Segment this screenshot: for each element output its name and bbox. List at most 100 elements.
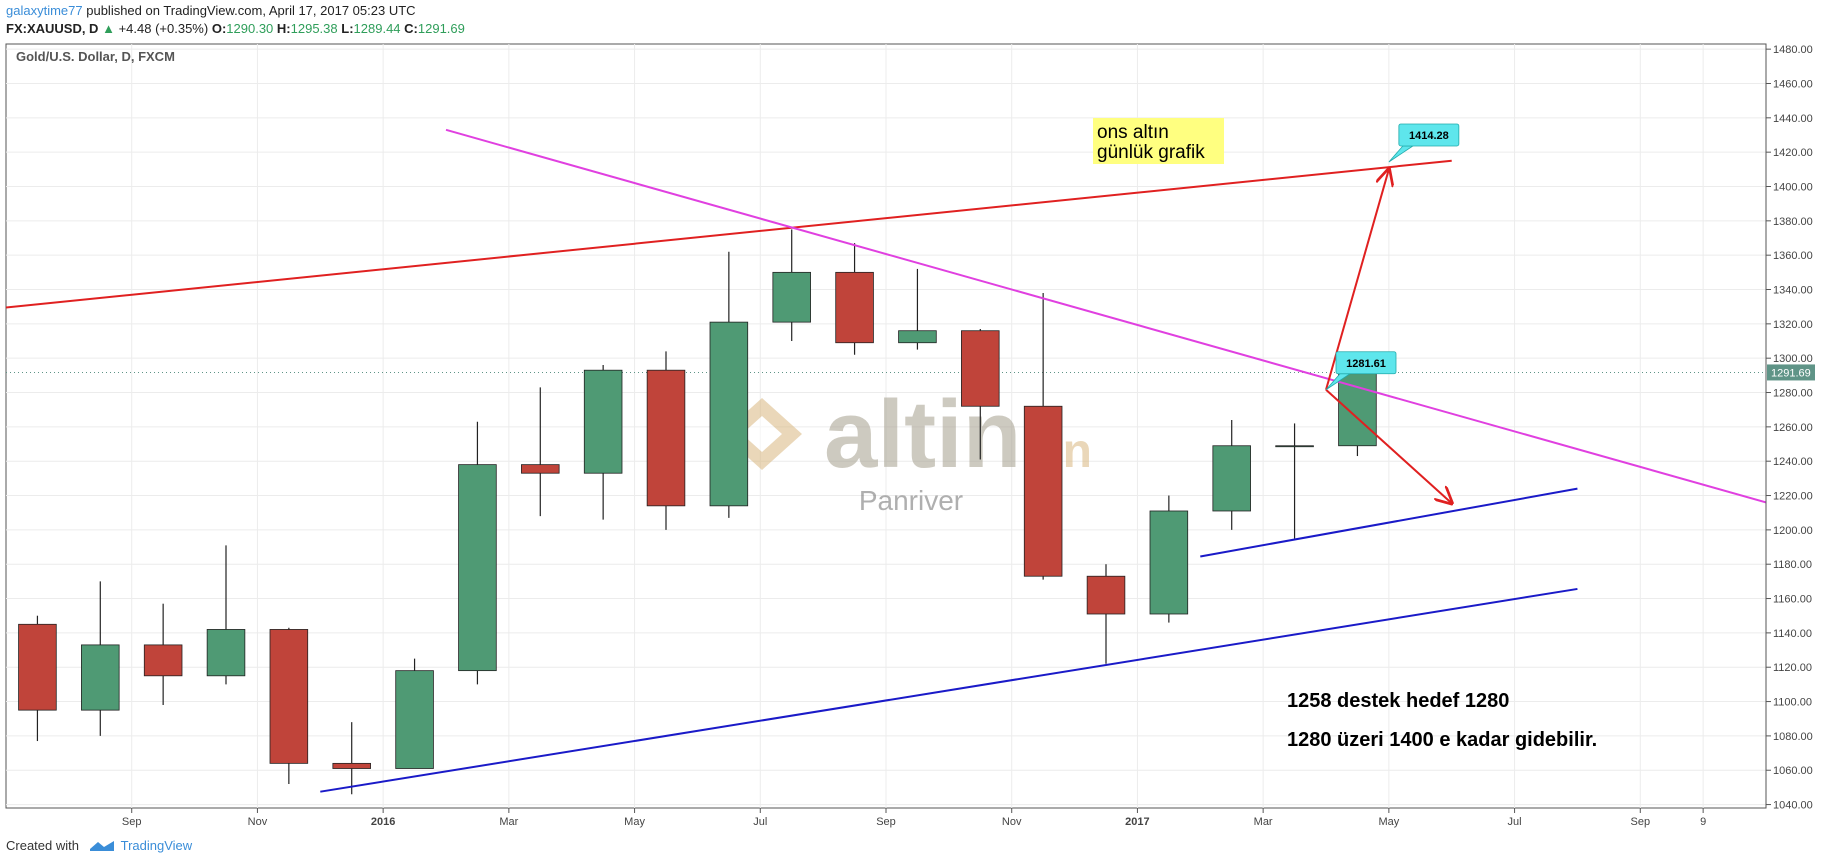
- trend-line: [320, 587, 1578, 793]
- y-tick-label: 1320.00: [1773, 319, 1813, 331]
- x-tick-label: Nov: [1002, 816, 1022, 828]
- candle-body: [583, 369, 623, 474]
- trend-line: [6, 159, 1452, 309]
- x-tick-label: May: [624, 816, 645, 828]
- y-tick-label: 1080.00: [1773, 731, 1813, 743]
- note-line: günlük grafik: [1097, 142, 1205, 163]
- change: +4.48 (+0.35%): [118, 21, 209, 36]
- ohlc-key: O:: [211, 21, 227, 36]
- ohlc-value: 1291.69: [417, 21, 465, 36]
- candle-body: [646, 369, 686, 507]
- ohlc-value: 1289.44: [353, 21, 401, 36]
- y-tick-label: 1460.00: [1773, 78, 1813, 90]
- candle-body: [521, 464, 560, 474]
- y-tick-label: 1100.00: [1773, 697, 1812, 709]
- callout-label: 1281.61: [1346, 358, 1386, 370]
- candle-body: [1275, 445, 1314, 448]
- y-tick-label: 1040.00: [1773, 800, 1813, 812]
- footer-brand[interactable]: TradingView: [120, 838, 193, 853]
- y-tick-label: 1340.00: [1773, 285, 1813, 297]
- ohlc-key: L:: [341, 21, 354, 36]
- symbol: FX:XAUUSD, D: [6, 21, 99, 36]
- trend-line: [1200, 487, 1578, 558]
- candle-body: [1023, 405, 1063, 577]
- x-tick-label: Sep: [876, 816, 896, 828]
- callout-box: [1398, 123, 1460, 147]
- change-icon: ▲: [102, 21, 115, 36]
- trend-line: [445, 128, 1766, 504]
- candle-body: [835, 271, 874, 344]
- candle-body: [395, 670, 434, 769]
- candle-body: [143, 644, 183, 677]
- ohlc-key: H:: [276, 21, 291, 36]
- candle-body: [961, 330, 1000, 407]
- tv-logo: [90, 841, 114, 851]
- candle-body: [709, 321, 749, 507]
- candle-body: [269, 629, 309, 764]
- y-tick-label: 1480.00: [1773, 44, 1813, 56]
- ohlc-value: 1290.30: [226, 21, 274, 36]
- note: 1258 destek hedef 1280: [1287, 690, 1509, 712]
- y-tick-label: 1360.00: [1773, 250, 1813, 262]
- y-tick-label: 1240.00: [1773, 456, 1813, 468]
- y-tick-label: 1200.00: [1773, 525, 1813, 537]
- y-tick-label: 1260.00: [1773, 422, 1813, 434]
- x-tick-label: Sep: [122, 816, 142, 828]
- candle-body: [332, 762, 371, 769]
- chart-title: Gold/U.S. Dollar, D, FXCM: [16, 49, 175, 64]
- y-tick-label: 1440.00: [1773, 113, 1813, 125]
- header-line: FX:XAUUSD, D ▲ +4.48 (+0.35%) O:1290.30 …: [6, 20, 465, 38]
- x-tick-label: Jul: [753, 816, 767, 828]
- x-tick-label: 2016: [371, 816, 395, 828]
- y-tick-label: 1060.00: [1773, 765, 1813, 777]
- candle-body: [1149, 510, 1189, 615]
- candle-body: [772, 271, 811, 323]
- y-tick-label: 1280.00: [1773, 388, 1813, 400]
- footer: Created with TradingView: [6, 838, 192, 853]
- candle-body: [81, 644, 120, 711]
- candles: [18, 229, 1377, 795]
- x-tick-label: Sep: [1630, 816, 1650, 828]
- x-tick-label: Jul: [1508, 816, 1522, 828]
- note-line: ons altın: [1097, 122, 1169, 143]
- ohlc-value: 1295.38: [290, 21, 338, 36]
- x-tick-label: Mar: [1254, 816, 1273, 828]
- watermark-logo: [742, 416, 782, 452]
- axes: 1040.00 1060.00 1080.00 1100.00 1120.00 1140.…: [122, 44, 1815, 828]
- y-tick-label: 1180.00: [1773, 559, 1812, 571]
- header: galaxytime77 published on TradingView.co…: [6, 2, 465, 38]
- last-price-label: 1291.69: [1771, 367, 1811, 379]
- callout-label: 1414.28: [1409, 130, 1449, 142]
- y-tick-label: 1380.00: [1773, 216, 1813, 228]
- y-tick-label: 1300.00: [1773, 353, 1813, 365]
- x-tick-label: Mar: [499, 816, 518, 828]
- candle-body: [458, 464, 497, 672]
- drawings: [6, 128, 1766, 793]
- last-price-box: [1767, 364, 1815, 381]
- y-tick-label: 1420.00: [1773, 147, 1813, 159]
- y-tick-label: 1400.00: [1773, 181, 1813, 193]
- y-tick-label: 1160.00: [1773, 594, 1812, 606]
- candle-body: [206, 629, 246, 677]
- candle-body: [898, 330, 937, 344]
- y-tick-label: 1220.00: [1773, 491, 1813, 503]
- note: 1280 üzeri 1400 e kadar gidebilir.: [1287, 729, 1597, 751]
- callout-box: [1335, 351, 1397, 375]
- candle-body: [18, 623, 57, 711]
- y-tick-label: 1120.00: [1773, 662, 1812, 674]
- x-tick-label: Nov: [248, 816, 268, 828]
- note-box: [1093, 118, 1224, 164]
- header-line: galaxytime77 published on TradingView.co…: [6, 2, 465, 20]
- arrow: [1325, 389, 1452, 503]
- x-tick-label: 9: [1700, 816, 1706, 828]
- y-tick-label: 1140.00: [1773, 628, 1812, 640]
- watermark-sub: Panriver: [859, 485, 963, 516]
- candle-body: [1086, 575, 1126, 615]
- footer-created: Created with: [6, 838, 79, 853]
- published: published on TradingView.com, April 17, …: [86, 3, 416, 18]
- candle-body: [1338, 373, 1377, 447]
- author[interactable]: galaxytime77: [6, 3, 83, 18]
